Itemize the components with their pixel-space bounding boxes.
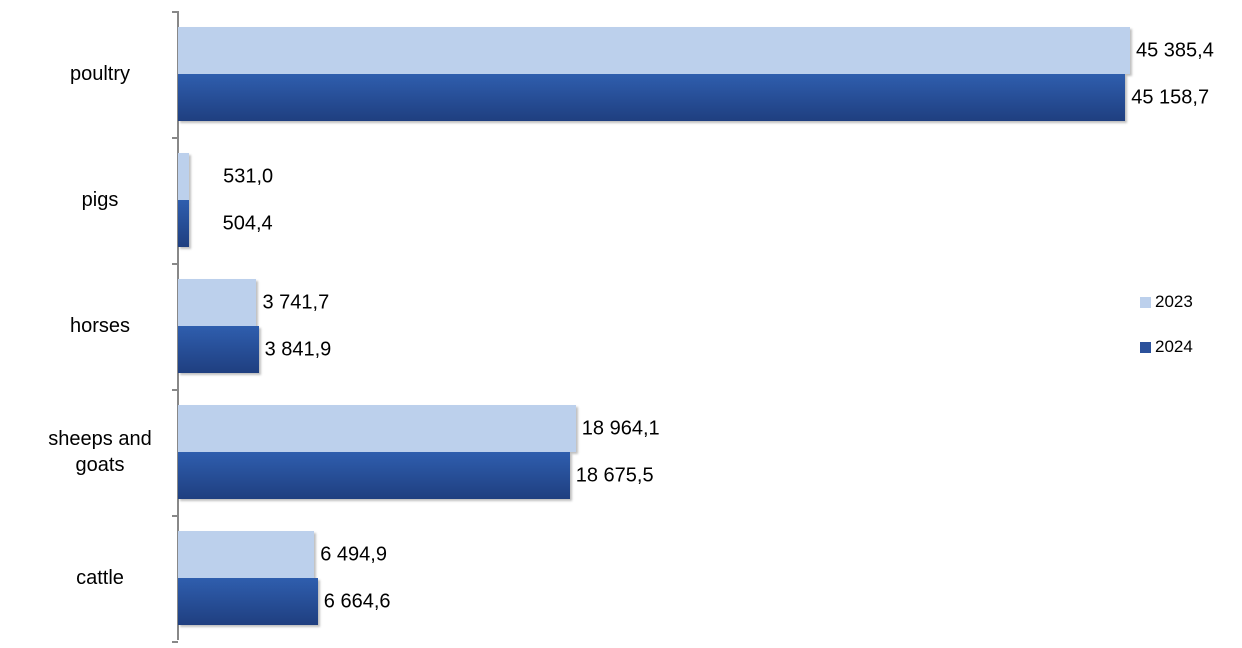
tick-mark: [172, 389, 178, 391]
legend-swatch: [1140, 342, 1151, 353]
value-label: 6 664,6: [323, 590, 391, 612]
value-label: 531,0: [223, 165, 274, 187]
value-label: 45 158,7: [1131, 86, 1210, 108]
category-label: pigs: [81, 189, 119, 211]
bar: [178, 531, 315, 578]
bar: [178, 405, 576, 452]
value-label: 18 964,1: [581, 417, 660, 439]
tick-mark: [172, 11, 178, 13]
legend-label: 2024: [1155, 337, 1193, 356]
value-label: 45 385,4: [1136, 39, 1214, 61]
legend-label: 2023: [1155, 292, 1193, 311]
category-label: cattle: [76, 567, 124, 589]
bar: [178, 326, 259, 373]
value-label: 3 741,7: [262, 291, 330, 313]
tick-mark: [172, 515, 178, 517]
category-label: horses: [69, 315, 131, 337]
bar: [178, 200, 189, 247]
value-label: 18 675,5: [575, 464, 654, 486]
value-label: 504,4: [222, 212, 273, 234]
tick-mark: [172, 641, 178, 643]
bar: [178, 74, 1126, 121]
tick-mark: [172, 137, 178, 139]
value-label: 3 841,9: [264, 338, 332, 360]
bar: [178, 452, 570, 499]
y-axis-line: [177, 11, 179, 640]
tick-mark: [172, 263, 178, 265]
bar: [178, 153, 190, 200]
category-label: poultry: [69, 63, 131, 85]
value-label: 6 494,9: [320, 543, 387, 565]
bar: [178, 27, 1130, 74]
bar: [178, 279, 257, 326]
category-label: sheeps and goats: [48, 428, 152, 476]
legend-swatch: [1140, 297, 1151, 308]
bar: [178, 578, 318, 625]
